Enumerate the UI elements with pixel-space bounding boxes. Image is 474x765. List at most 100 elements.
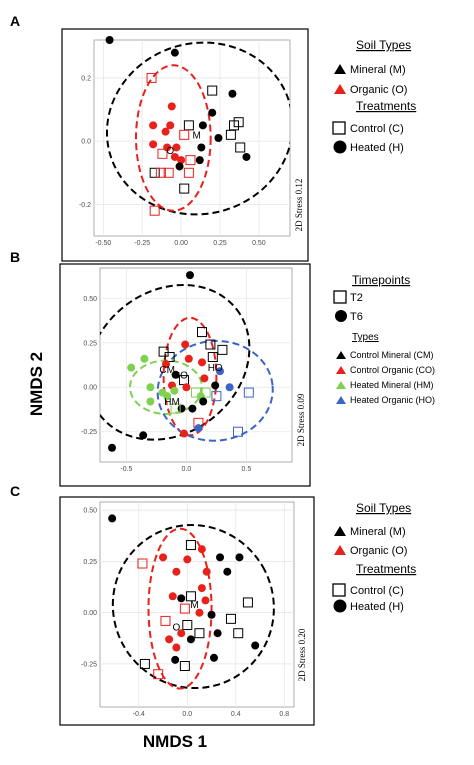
- confidence-ellipse: [156, 339, 274, 442]
- data-point-square: [242, 597, 253, 608]
- data-point-circle: [177, 156, 186, 165]
- data-point-square: [153, 669, 164, 680]
- panel-a-frame: [61, 28, 309, 262]
- data-point-circle: [146, 383, 155, 392]
- y-tick-label: -0.25: [81, 661, 97, 668]
- panel-a-legend-organic: Organic (O): [350, 84, 407, 96]
- data-point-square: [205, 339, 216, 350]
- data-point-circle: [235, 553, 244, 562]
- panel-b-legend-co: Control Organic (CO): [350, 365, 435, 375]
- data-point-square: [233, 628, 244, 639]
- data-point-circle: [225, 383, 234, 392]
- panel-b-legend: Timepoints T2 T6 Types Control Mineral (…: [333, 273, 435, 405]
- data-point-circle: [214, 134, 223, 142]
- data-point-circle: [242, 152, 251, 161]
- data-point-square: [149, 167, 160, 178]
- panel-a-plot-area: [93, 39, 291, 237]
- data-point-square: [146, 72, 157, 83]
- data-point-circle: [149, 121, 158, 130]
- panel-c-legend: Soil Types Mineral (M) Organic (O) Treat…: [332, 501, 416, 613]
- confidence-ellipse: [111, 524, 275, 690]
- data-point-circle: [165, 635, 174, 644]
- data-point-circle: [180, 429, 188, 438]
- data-point-square: [185, 591, 196, 602]
- mineral-triangle-icon: [334, 64, 346, 74]
- centroid-label: CO: [173, 370, 188, 381]
- data-point-circle: [216, 367, 224, 376]
- panel-a-legend-control: Control (C): [350, 123, 404, 135]
- y-tick-label: 0.50: [83, 508, 97, 515]
- panel-b-legend-t6: T6: [350, 311, 363, 323]
- panel-c: C MO -0.4 0.0 0.4 0.80.500.250.00-0.25 2D S…: [10, 483, 416, 726]
- x-tick-label: 0.0: [182, 711, 192, 718]
- data-point-circle: [161, 127, 170, 136]
- x-tick-label: -0.25: [134, 240, 150, 247]
- data-point-circle: [197, 584, 206, 593]
- data-point-circle: [172, 143, 181, 152]
- data-point-circle: [228, 89, 237, 98]
- panel-c-legend-control: Control (C): [350, 585, 404, 597]
- panel-b-legend-ho: Heated Organic (HO): [350, 395, 435, 405]
- data-point-circle: [208, 108, 217, 117]
- panel-a-legend: Soil Types Mineral (M) Organic (O) Treat…: [332, 38, 416, 154]
- data-point-circle: [146, 397, 155, 406]
- y-tick-label: 0.25: [83, 559, 97, 566]
- data-point-circle: [167, 102, 176, 111]
- data-point-circle: [186, 635, 195, 644]
- data-point-square: [157, 148, 168, 159]
- t2-square-icon: [333, 290, 347, 304]
- data-point-circle: [200, 374, 209, 383]
- panel-c-legend-heated: Heated (H): [350, 601, 404, 613]
- panel-c-centroids: MO: [172, 600, 198, 634]
- data-point-square: [170, 403, 181, 414]
- data-point-circle: [194, 424, 203, 433]
- data-point-square: [179, 661, 190, 671]
- data-point-circle: [177, 594, 186, 603]
- x-tick-label: -0.5: [120, 466, 132, 473]
- data-point-circle: [139, 431, 148, 440]
- data-point-circle: [162, 360, 170, 369]
- panel-c-legend-title-soil: Soil Types: [356, 501, 411, 515]
- data-point-circle: [182, 383, 191, 392]
- confidence-ellipse: [105, 41, 290, 216]
- panel-b-frame: [59, 263, 311, 487]
- data-point-circle: [201, 596, 210, 605]
- panel-b-legend-cm: Control Mineral (CM): [350, 350, 434, 360]
- data-point-square: [233, 426, 243, 437]
- panel-c-legend-mineral: Mineral (M): [350, 526, 406, 538]
- data-point-circle: [127, 363, 136, 372]
- data-point-square: [211, 391, 222, 402]
- y-tick-label: 0.0: [81, 139, 91, 146]
- data-point-circle: [213, 629, 222, 638]
- data-point-square: [182, 620, 193, 630]
- y-tick-label: -0.2: [79, 202, 91, 209]
- confidence-ellipse: [100, 284, 251, 441]
- panel-b-grid: [100, 268, 292, 462]
- x-axis-title: NMDS 1: [143, 732, 207, 751]
- x-tick-label: -0.4: [133, 711, 145, 718]
- control-square-icon: [332, 121, 346, 135]
- data-point-circle: [209, 653, 218, 662]
- organic-triangle-icon: [334, 84, 346, 94]
- y-tick-label: 0.00: [83, 610, 97, 617]
- x-tick-label: -0.50: [95, 240, 111, 247]
- data-point-circle: [188, 404, 197, 413]
- data-point-circle: [171, 370, 180, 379]
- data-point-square: [194, 628, 205, 639]
- x-tick-label: 0.8: [279, 711, 289, 718]
- panel-c-legend-organic: Organic (O): [350, 545, 407, 557]
- data-point-square: [197, 327, 207, 338]
- heated-mineral-triangle-icon: [336, 381, 346, 389]
- panel-a-ellipses: [105, 41, 290, 216]
- data-point-circle: [181, 340, 190, 349]
- panel-b-ticks: -0.5 0.0 0.5 0.50 0.25 0.00 -0.25: [81, 296, 251, 473]
- data-point-square: [217, 344, 228, 355]
- heated-circle-icon: [333, 599, 347, 613]
- data-point-circle: [149, 140, 158, 149]
- y-tick-label: 0.25: [83, 340, 97, 347]
- data-point-square: [137, 558, 148, 569]
- data-point-square: [207, 85, 218, 96]
- control-organic-triangle-icon: [336, 366, 346, 374]
- data-point-square: [155, 167, 166, 178]
